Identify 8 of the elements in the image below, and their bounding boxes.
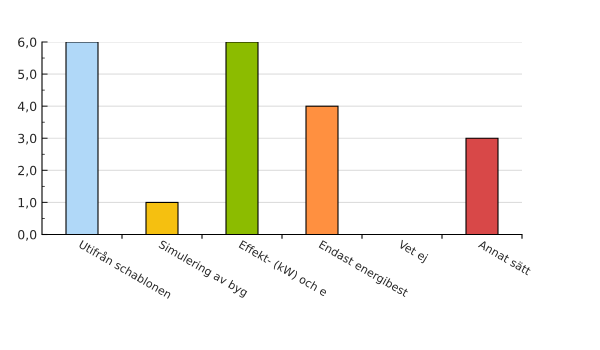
- y-tick-label: 3,0: [18, 134, 36, 144]
- y-tick-label: 1,0: [18, 198, 36, 209]
- y-tick-label: 4,0: [18, 102, 36, 112]
- y-tick-label: 0,0: [18, 230, 36, 241]
- x-tick-label: Vet ej: [396, 239, 428, 264]
- y-tick-label: 6,0: [18, 37, 36, 48]
- y-tick-label: 5,0: [18, 70, 36, 80]
- y-tick-label: 2,0: [18, 166, 36, 177]
